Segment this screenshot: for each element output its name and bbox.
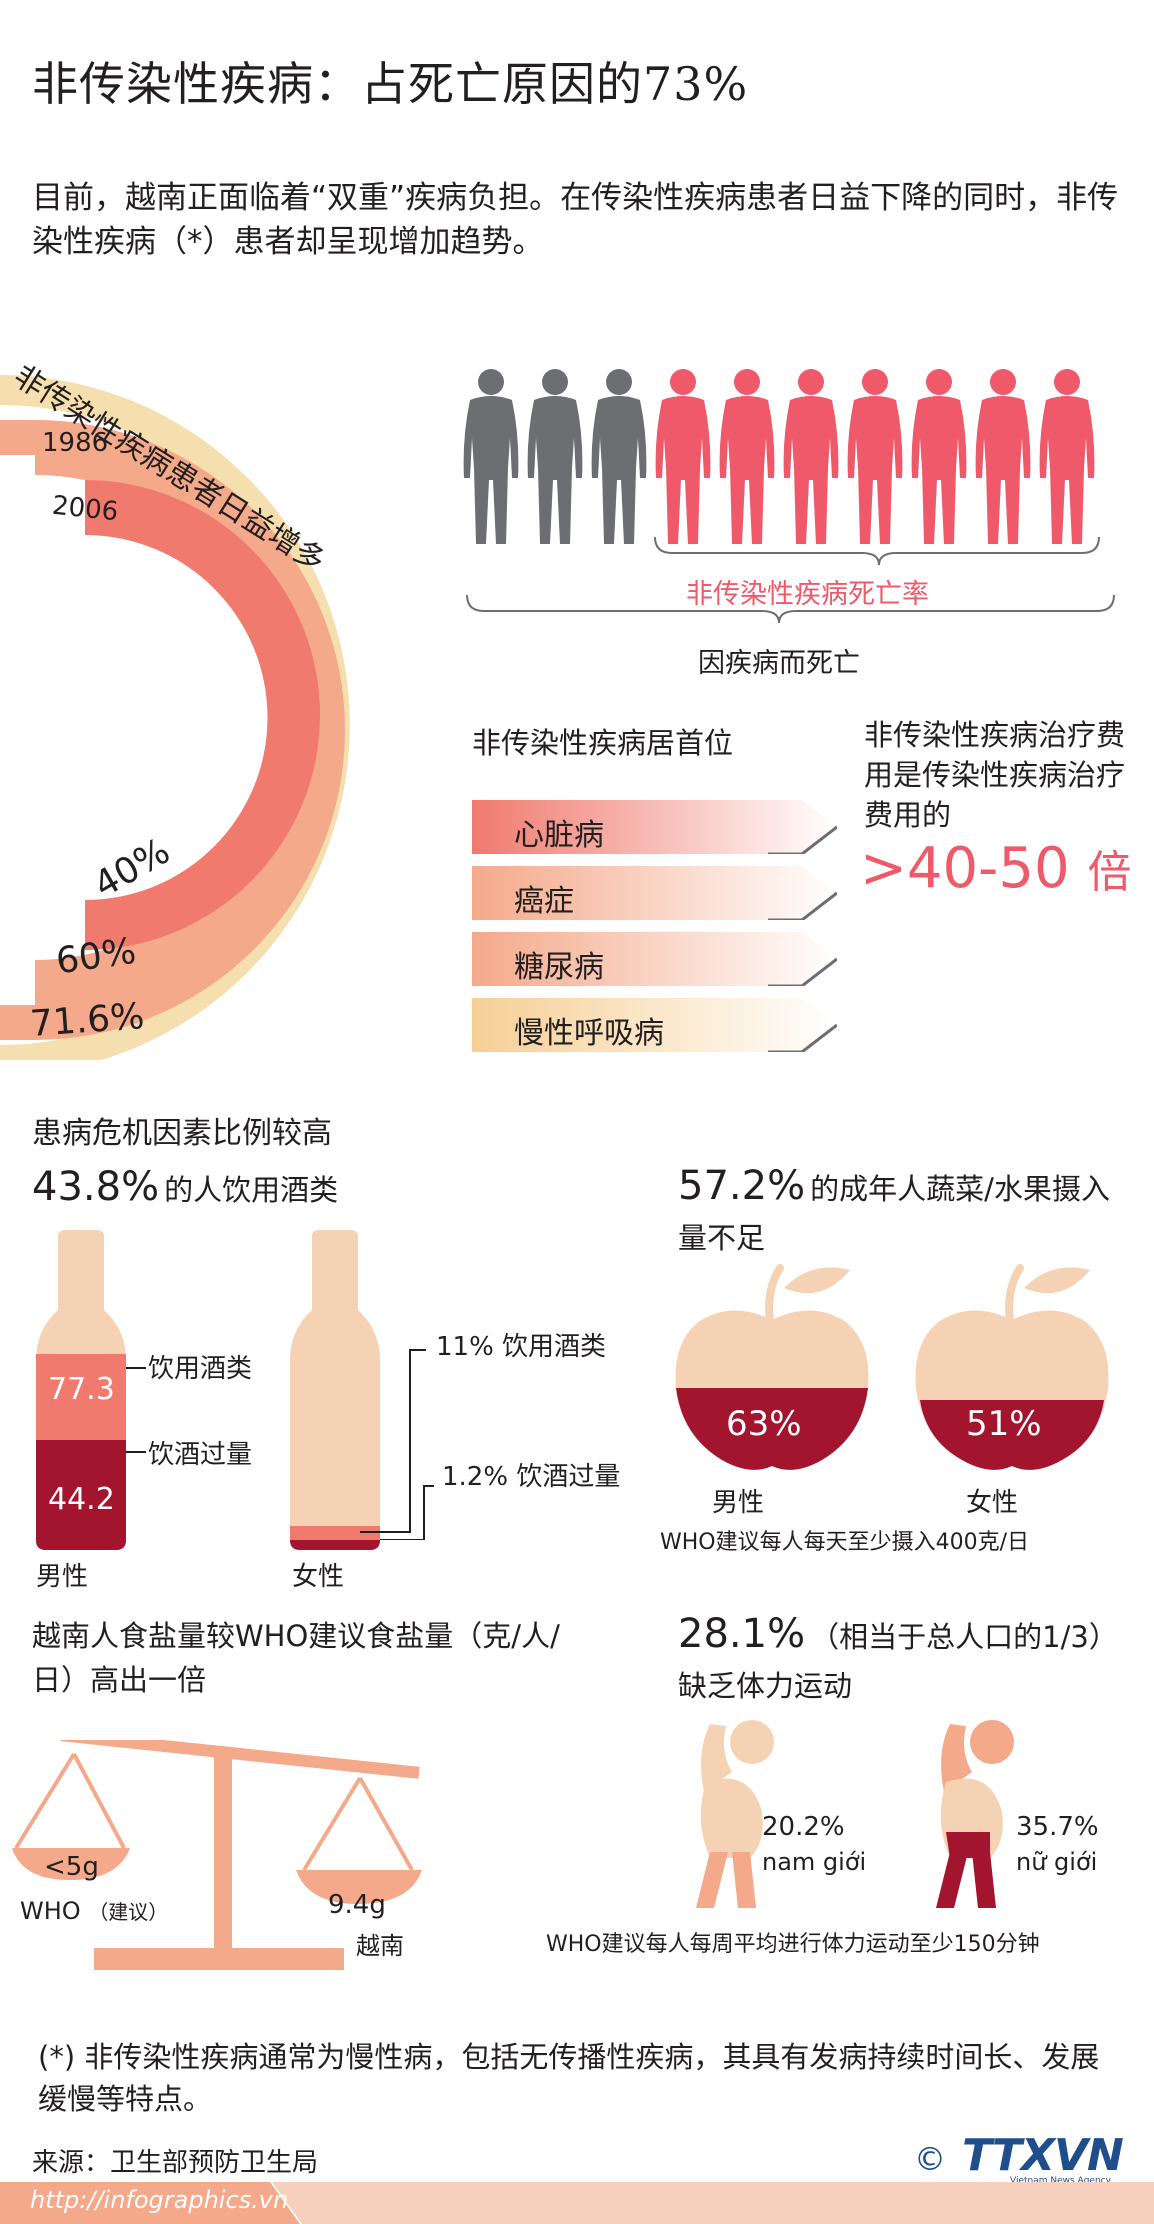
logo-tagline: Vietnam News Agency — [1010, 2176, 1111, 2186]
intro-text: 目前，越南正面临着“双重”疾病负担。在传染性疾病患者日益下降的同时，非传染性疾病… — [32, 180, 1119, 260]
salt-scale — [12, 1740, 422, 1970]
ncd-death-label: 非传染性疾病死亡率 — [686, 579, 929, 610]
salt-who-sub: （建议） — [88, 1900, 169, 1924]
people-figures — [463, 369, 1095, 544]
person-icon-red — [911, 369, 967, 544]
page-title: 非传染性疾病：占死亡原因的73% — [32, 57, 749, 111]
excess-label: 饮酒过量 — [148, 1440, 253, 1470]
ring-inner — [85, 480, 320, 950]
logo: TTXVN — [962, 2130, 1124, 2181]
fruit-female-label: 女性 — [966, 1488, 1019, 1518]
male-drink-value: 77.3 — [48, 1372, 115, 1407]
person-icon-red — [783, 369, 839, 544]
salt-who-label: WHO （建议） — [20, 1896, 168, 1925]
female-excess: 1.2% 饮酒过量 — [442, 1462, 621, 1492]
person-icon-red — [719, 369, 775, 544]
alcohol-text: 的人饮用酒类 — [164, 1173, 339, 1207]
source: 来源：卫生部预防卫生局 — [32, 2148, 319, 2178]
activity-headline: 28.1% （相当于总人口的1/3）缺乏体力运动 — [678, 1612, 1128, 1713]
disease-respiratory: 慢性呼吸病 — [514, 1016, 664, 1051]
drink-label: 饮用酒类 — [148, 1354, 253, 1384]
disease-bar-respiratory: 慢性呼吸病 — [472, 998, 838, 1054]
alcohol-value: 43.8% — [32, 1164, 160, 1210]
female-bottle-label: 女性 — [292, 1562, 345, 1592]
person-icon-red — [847, 369, 903, 544]
apple-male — [675, 1264, 869, 1470]
top-diseases-heading: 非传染性疾病居首位 — [472, 726, 734, 760]
person-icon-red — [655, 369, 711, 544]
person-icon-red — [975, 369, 1031, 544]
fruit-note: WHO建议每人每天至少摄入400克/日 — [660, 1530, 1030, 1555]
disease-heart: 心脏病 — [514, 818, 604, 853]
fruit-male-value: 63% — [726, 1404, 802, 1444]
risk-heading: 患病危机因素比例较高 — [32, 1116, 332, 1151]
cost-unit: 倍 — [1087, 847, 1132, 898]
activity-female-label: nữ giới — [1016, 1848, 1098, 1876]
activity-female-value: 35.7% — [1016, 1812, 1099, 1842]
female-drink: 11% 饮用酒类 — [436, 1332, 607, 1362]
activity-value: 28.1% — [678, 1611, 806, 1657]
male-excess-value: 44.2 — [48, 1482, 115, 1517]
disease-diabetes: 糖尿病 — [514, 950, 604, 985]
fruit-male-label: 男性 — [712, 1488, 765, 1518]
infographics-url-link[interactable]: http://infographics.vn — [30, 2186, 289, 2214]
male-bottle — [36, 1230, 126, 1550]
people-braces — [466, 536, 1115, 624]
disease-bar-diabetes: 糖尿病 — [472, 932, 838, 988]
footnote: (*) 非传染性疾病通常为慢性病，包括无传播性疾病，其具有发病持续时间长、发展缓… — [38, 2040, 1100, 2116]
salt-vn-label: 越南 — [356, 1932, 404, 1960]
cost-value: >40-50 倍 — [860, 836, 1131, 901]
year-1986: 1986 — [42, 428, 109, 458]
alcohol-headline: 43.8% 的人饮用酒类 — [32, 1164, 338, 1210]
rings-chart — [0, 375, 350, 1060]
footer-bar — [0, 2182, 1154, 2224]
activity-note: WHO建议每人每周平均进行体力运动至少150分钟 — [546, 1932, 1040, 1957]
person-icon-grey — [527, 369, 583, 544]
salt-who-name: WHO — [20, 1897, 81, 1925]
female-bottle — [290, 1230, 380, 1550]
person-icon-grey — [463, 369, 519, 544]
salt-who-value: <5g — [44, 1852, 99, 1882]
disease-bar-cancer: 癌症 — [472, 866, 838, 922]
all-death-label: 因疾病而死亡 — [698, 648, 860, 679]
fruit-headline: 57.2% 的成年人蔬菜/水果摄入量不足 — [678, 1164, 1118, 1265]
value-1986: 71.6% — [28, 996, 146, 1045]
disease-cancer: 癌症 — [514, 884, 574, 919]
disease-bar-heart: 心脏病 — [472, 800, 838, 856]
activity-male-figure — [696, 1720, 774, 1908]
copyright-icon: © — [914, 2140, 946, 2178]
fruit-text: 的成年人蔬菜/水果摄入量不足 — [678, 1172, 1110, 1255]
fruit-female-value: 51% — [966, 1404, 1042, 1444]
cost-multiple: >40-50 — [860, 836, 1070, 901]
activity-male-value: 20.2% — [762, 1812, 845, 1842]
salt-heading: 越南人食盐量较WHO建议食盐量（克/人/日）高出一倍 — [32, 1619, 560, 1697]
activity-text: （相当于总人口的1/3）缺乏体力运动 — [678, 1620, 1118, 1703]
activity-male-label: nam giới — [762, 1848, 867, 1876]
person-icon-grey — [591, 369, 647, 544]
salt-vn-value: 9.4g — [328, 1890, 386, 1920]
fruit-value: 57.2% — [678, 1163, 806, 1209]
male-bottle-label: 男性 — [36, 1562, 89, 1592]
activity-female-figure — [936, 1720, 1014, 1908]
person-icon-red — [1039, 369, 1095, 544]
cost-text: 非传染性疾病治疗费用是传染性疾病治疗费用的 — [864, 718, 1126, 832]
apple-female — [915, 1264, 1109, 1470]
